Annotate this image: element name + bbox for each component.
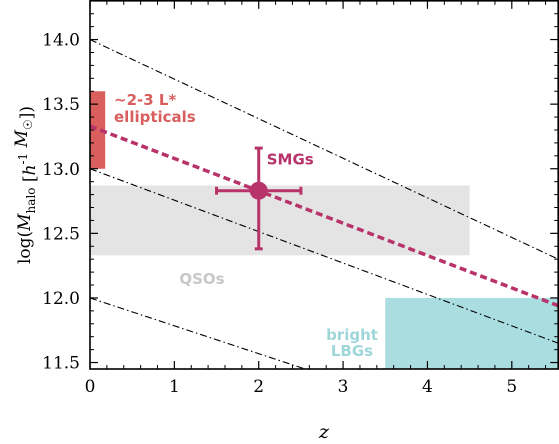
y-tick-label: 14.0 (42, 31, 80, 51)
dashdot-line-2 (89, 168, 559, 344)
y-tick-label: 11.5 (42, 354, 80, 374)
label-line: bright (326, 326, 378, 344)
region-qsos (90, 185, 470, 256)
point-smgs (249, 181, 268, 200)
x-axis-label: z (318, 421, 330, 443)
dashdot-line-1 (89, 39, 559, 260)
y-axis: 11.5 12.0 12.5 13.0 13.5 14.0 (42, 0, 559, 374)
x-tick-label: 0 (85, 377, 96, 397)
x-tick-label: 4 (422, 377, 433, 397)
label-line: ~2-3 L* (114, 91, 176, 109)
data-points: SMGs (215, 146, 314, 251)
x-axis: 0 1 2 3 4 5 (85, 0, 547, 397)
label-qsos: QSOs (179, 270, 224, 288)
plot-regions (90, 91, 559, 369)
point-label-smgs: SMGs (267, 151, 314, 169)
label-line: ellipticals (114, 108, 196, 126)
x-tick-label: 1 (169, 377, 180, 397)
label-line: QSOs (179, 270, 224, 288)
x-tick-label: 3 (338, 377, 349, 397)
plot-frame (89, 0, 559, 370)
x-tick-label: 5 (506, 377, 517, 397)
dashed-trend (89, 124, 559, 308)
y-tick-label: 12.0 (42, 289, 80, 309)
y-axis-label: log(Mhalo [h-1 M☉]) (12, 106, 40, 264)
dashdot-lines (89, 39, 559, 370)
dashed-trend-line (89, 124, 559, 308)
label-bright-lbgs: bright LBGs (326, 326, 378, 360)
region-bright-lbgs (385, 297, 559, 369)
label-line: LBGs (331, 342, 373, 360)
region-labels: ~2-3 L* ellipticals QSOs bright LBGs (114, 91, 378, 360)
y-tick-label: 12.5 (42, 224, 80, 244)
region-2-3-l-ellipticals (90, 91, 106, 169)
y-tick-label: 13.0 (42, 160, 80, 180)
x-tick-label: 2 (253, 377, 264, 397)
y-tick-label: 13.5 (42, 95, 80, 115)
label-2-3-l-ellipticals: ~2-3 L* ellipticals (114, 91, 196, 126)
dashdot-line-3 (89, 297, 306, 370)
